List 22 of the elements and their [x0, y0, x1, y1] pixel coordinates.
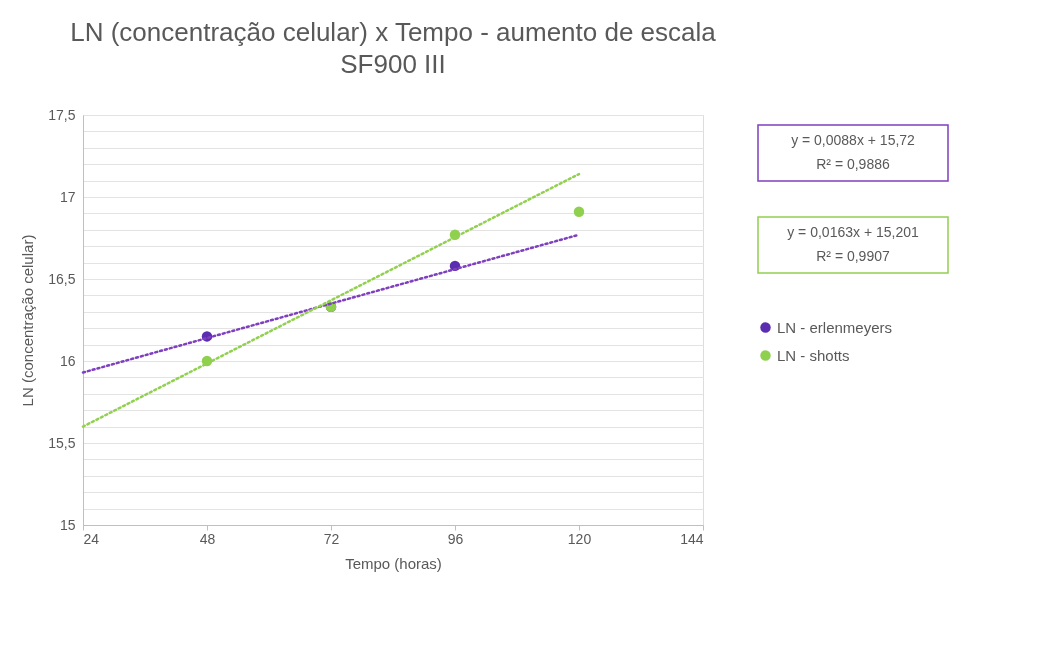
- x-tick-label: 24: [83, 530, 100, 547]
- x-tick-label: 72: [323, 530, 340, 547]
- y-tick-label: 16: [59, 352, 76, 369]
- x-axis-title: Tempo (horas): [345, 554, 442, 572]
- legend-label: LN - shotts: [777, 346, 850, 364]
- chart-title: LN (concentração celular) x Tempo - aumento de escala: [70, 17, 717, 47]
- text: y = 0,0088x + 15,72: [791, 132, 916, 148]
- x-tick-label: 120: [567, 530, 592, 547]
- y-tick-label: 15,5: [48, 434, 76, 451]
- chart-subtitle: SF900 III: [340, 49, 446, 79]
- legend-label: LN - erlenmeyers: [777, 318, 893, 336]
- x-tick-label: 48: [199, 530, 216, 547]
- text: R² = 0,9907: [816, 248, 890, 264]
- y-tick-label: 16,5: [48, 270, 76, 287]
- y-axis-title: LN (concentração celular): [19, 234, 37, 407]
- x-tick-label: 144: [680, 530, 704, 547]
- y-tick-label: 17: [59, 188, 76, 205]
- x-tick-label: 96: [447, 530, 464, 547]
- y-tick-label: 17,5: [48, 106, 76, 123]
- y-tick-label: 15: [59, 516, 76, 533]
- text: R² = 0,9886: [816, 156, 890, 172]
- text: y = 0,0163x + 15,201: [787, 224, 919, 240]
